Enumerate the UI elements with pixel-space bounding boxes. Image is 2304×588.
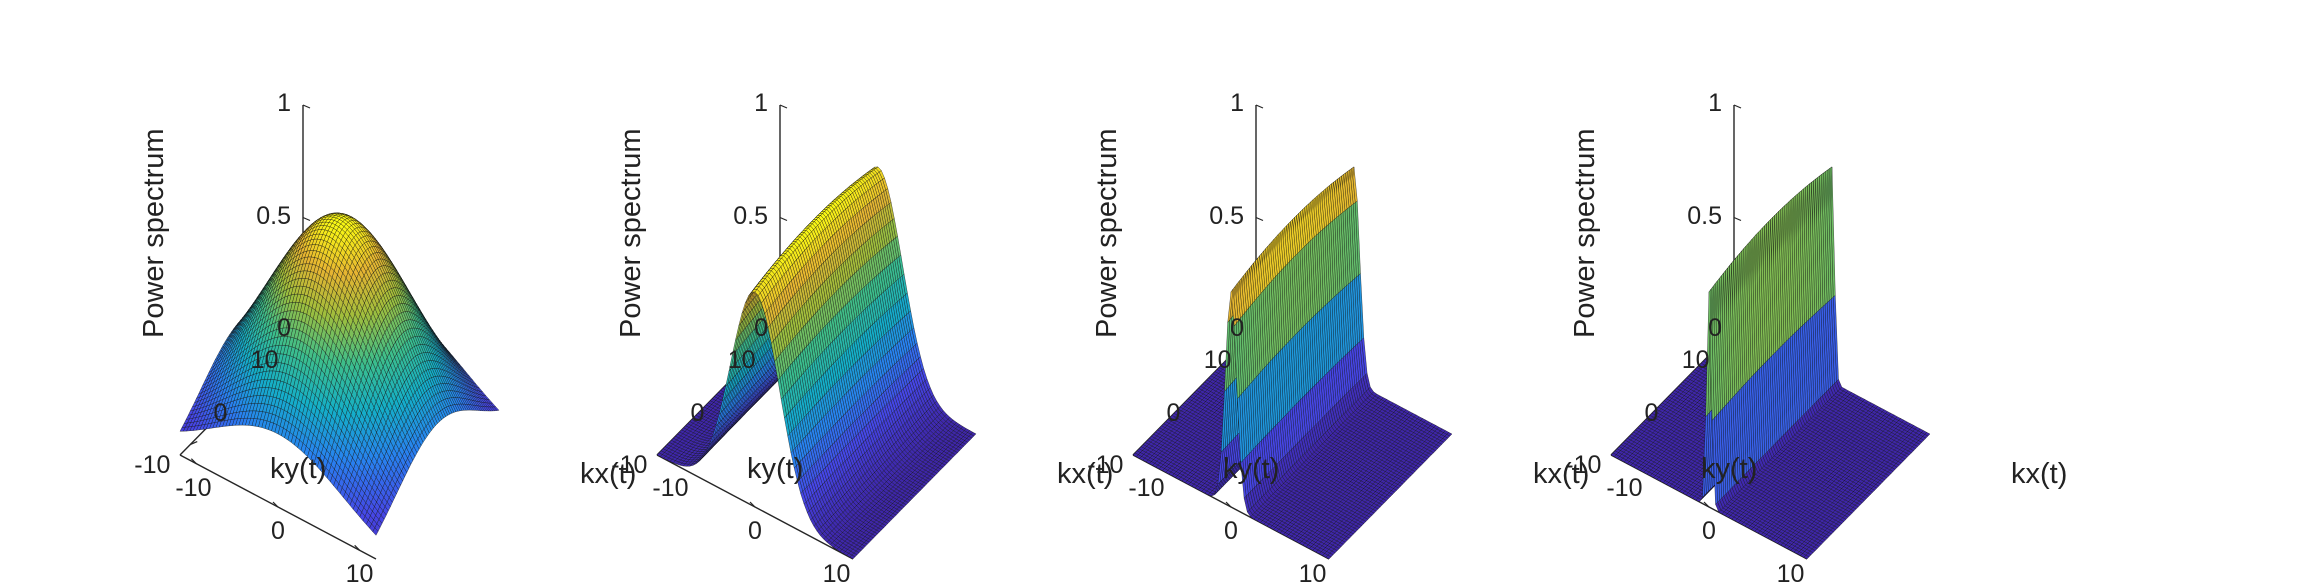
z-tick-label: 0 (1662, 316, 1722, 341)
y-tick-label: 10 (1204, 348, 1232, 373)
z-tick-label: 1 (1662, 91, 1722, 116)
x-tick-label: 10 (823, 562, 851, 587)
y-tick-label: 0 (214, 401, 228, 426)
y-tick-label: 0 (1167, 401, 1181, 426)
z-tick (1734, 218, 1741, 221)
z-tick-label: 1 (708, 91, 768, 116)
z-tick (1256, 105, 1263, 108)
z-tick (1734, 105, 1741, 108)
z-axis-label: Power spectrum (1571, 128, 1600, 338)
x-tick-label: -10 (1606, 476, 1642, 501)
z-axis-label: Power spectrum (140, 128, 169, 338)
surface-svg (1626, 0, 2106, 489)
z-tick (1256, 218, 1263, 221)
y-axis-label: ky(t) (1223, 455, 1279, 484)
z-tick (303, 105, 310, 108)
z-tick (780, 218, 787, 221)
x-tick-label: 0 (1702, 519, 1716, 544)
x-tick-label: -10 (1128, 476, 1164, 501)
y-tick-label: -10 (134, 453, 170, 478)
z-axis-label: Power spectrum (1093, 128, 1122, 338)
z-tick-label: 0.5 (1662, 204, 1722, 229)
surface-svg (195, 0, 675, 489)
x-tick-label: -10 (175, 476, 211, 501)
x-tick-label: 0 (271, 519, 285, 544)
z-axis-label: Power spectrum (617, 128, 646, 338)
z-tick-label: 0 (231, 316, 291, 341)
x-axis-label: kx(t) (2011, 460, 2067, 489)
z-tick-label: 0.5 (1184, 204, 1244, 229)
y-tick-label: 10 (1682, 348, 1710, 373)
x-tick-label: 10 (346, 562, 374, 587)
z-tick-label: 0.5 (708, 204, 768, 229)
y-tick-label: -10 (1087, 453, 1123, 478)
surface-svg (672, 0, 1152, 489)
y-tick-label: 0 (1645, 401, 1659, 426)
z-tick (303, 218, 310, 221)
z-tick-label: 0 (708, 316, 768, 341)
x-tick-label: 10 (1777, 562, 1805, 587)
z-tick-label: 0 (1184, 316, 1244, 341)
y-tick-label: 10 (251, 348, 279, 373)
y-axis-label: ky(t) (1701, 455, 1757, 484)
z-tick-label: 1 (1184, 91, 1244, 116)
y-tick-label: 10 (728, 348, 756, 373)
z-tick-label: 0.5 (231, 204, 291, 229)
y-tick-label: -10 (611, 453, 647, 478)
y-tick-label: -10 (1565, 453, 1601, 478)
surface-svg (1148, 0, 1628, 489)
y-tick-label: 0 (691, 401, 705, 426)
x-tick-label: 0 (748, 519, 762, 544)
y-axis-label: ky(t) (747, 455, 803, 484)
x-tick-label: 10 (1299, 562, 1327, 587)
y-axis-label: ky(t) (270, 455, 326, 484)
x-tick-label: -10 (652, 476, 688, 501)
z-tick (780, 105, 787, 108)
x-tick-label: 0 (1224, 519, 1238, 544)
z-tick-label: 1 (231, 91, 291, 116)
